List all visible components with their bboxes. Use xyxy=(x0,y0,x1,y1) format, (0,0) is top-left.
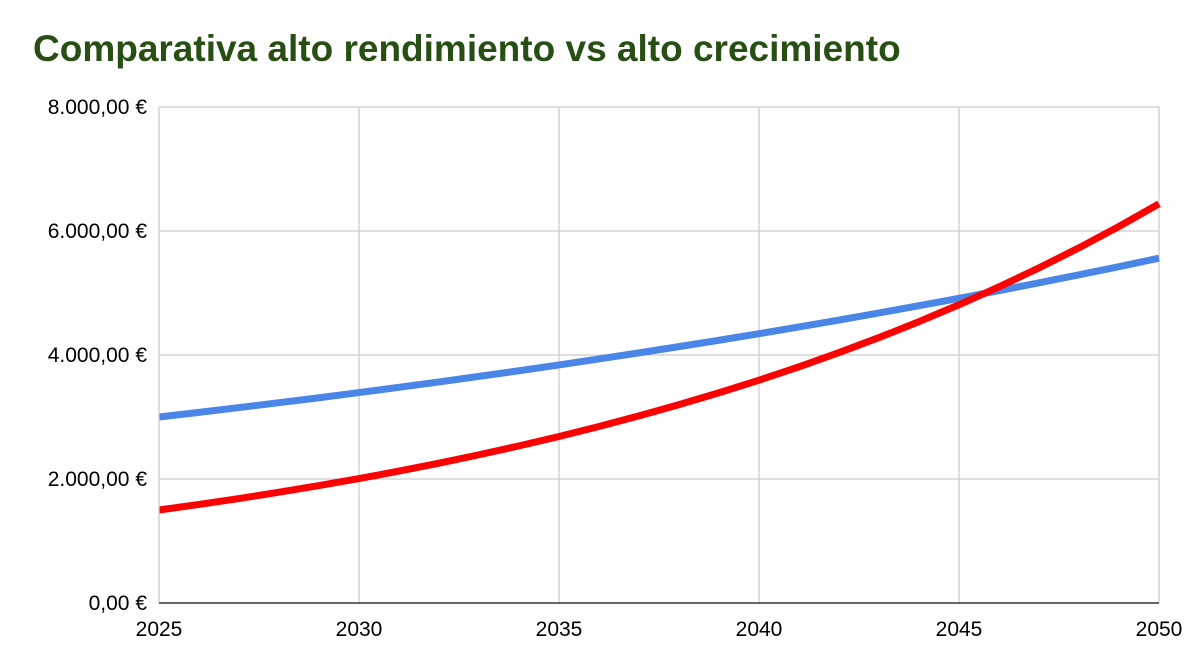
y-tick-labels: 0,00 € 2.000,00 € 4.000,00 € 6.000,00 € 8.00… xyxy=(48,96,148,615)
x-tick-label: 2025 xyxy=(136,618,183,641)
series-lines xyxy=(158,200,1161,514)
x-tick-label: 2045 xyxy=(936,618,983,641)
x-tick-labels: 2025 2030 2035 2040 2045 2050 xyxy=(136,618,1183,641)
y-tick-label: 2.000,00 € xyxy=(48,468,148,491)
x-tick-label: 2035 xyxy=(536,618,583,641)
x-tick-label: 2030 xyxy=(336,618,383,641)
x-tick-label: 2050 xyxy=(1136,618,1183,641)
series-line-2 xyxy=(158,200,1161,514)
y-tick-label: 6.000,00 € xyxy=(48,220,148,243)
x-tick-label: 2040 xyxy=(736,618,783,641)
grid-lines xyxy=(159,106,1160,603)
chart-title: Comparativa alto rendimiento vs alto cre… xyxy=(33,28,901,69)
axes xyxy=(158,107,1159,604)
y-tick-label: 4.000,00 € xyxy=(48,344,148,367)
y-tick-label: 8.000,00 € xyxy=(48,96,148,119)
y-tick-label: 0,00 € xyxy=(89,592,148,615)
